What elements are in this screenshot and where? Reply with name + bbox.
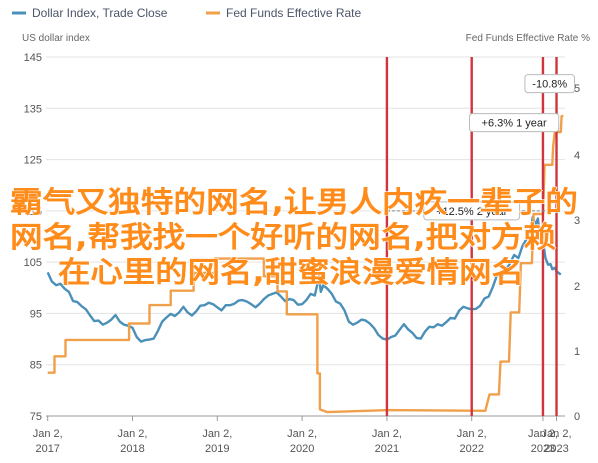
left-tick-label: 85 [30, 360, 42, 372]
x-tick-label-line1: Jan 2, [542, 428, 572, 440]
right-tick-label: 2 [574, 281, 580, 293]
left-axis: 145 135 125 115 105 95 85 75 [24, 52, 42, 423]
left-tick-label: 125 [24, 155, 42, 167]
annotation-box [469, 113, 560, 133]
left-tick-label: 105 [24, 257, 42, 269]
right-tick-label: 5 [574, 83, 580, 95]
x-tick-label-line2: 2020 [290, 443, 314, 455]
annotation-label: +12.5% 2 year [436, 206, 508, 218]
series-layer [46, 114, 564, 414]
right-tick-label: 3 [574, 215, 580, 227]
annotation-label: -10.8% [532, 79, 567, 91]
left-tick-label: 115 [24, 206, 42, 218]
x-tick-label-line1: Jan 2, [118, 428, 148, 440]
annotation-box [524, 74, 576, 94]
x-tick-label-line2: 2019 [205, 443, 229, 455]
left-tick-label: 95 [30, 308, 42, 320]
x-tick-label-line1: Jan 2, [33, 428, 63, 440]
x-tick-label-line2: 2023 [544, 443, 568, 455]
annotation-label: +6.3% 1 year [482, 118, 547, 130]
legend-label-dollar: Dollar Index, Trade Close [32, 6, 168, 20]
x-tick-label-line2: 2023 [531, 443, 555, 455]
right-axis-title: Fed Funds Effective Rate % [466, 33, 590, 44]
annotations: +12.5% 2 year +6.3% 1 year -10.8% [384, 74, 576, 221]
right-tick-label: 4 [574, 150, 580, 162]
x-tick-label-line1: Jan 2, [528, 428, 558, 440]
overlay-line-1: 霸气又独特的网名,让男人内疚一辈子的 [10, 185, 578, 219]
right-tick-label: 1 [574, 346, 580, 358]
overlay-line-2: 网名,帮我找一个好听的网名,把对方赖 [10, 220, 556, 254]
x-axis: Jan 2, 2017 Jan 2, 2018 Jan 2, 2019 Jan 2, 2020… [33, 416, 572, 455]
annotation-dot [384, 208, 390, 214]
overlay-line-3: 在心里的网名,甜蜜浪漫爱情网名 [58, 255, 524, 289]
x-tick-label-line2: 2022 [459, 443, 483, 455]
annotation-box [423, 201, 521, 221]
legend-label-fed: Fed Funds Effective Rate [226, 6, 362, 20]
left-tick-label: 135 [24, 103, 42, 115]
x-tick-label-line2: 2021 [375, 443, 399, 455]
left-tick-label: 145 [24, 52, 42, 64]
legend: Dollar Index, Trade Close Fed Funds Effe… [12, 6, 362, 20]
fed-funds-line [47, 114, 564, 414]
right-axis: 5 4 3 2 1 0 [574, 83, 580, 423]
x-tick-label-line1: Jan 2, [372, 428, 402, 440]
overlay-caption: 霸气又独特的网名,让男人内疚一辈子的 网名,帮我找一个好听的网名,把对方赖 在心… [9, 184, 578, 289]
dollar-index-line [46, 215, 562, 343]
right-tick-label: 0 [574, 411, 580, 423]
x-tick-label-line1: Jan 2, [457, 428, 487, 440]
x-tick-label-line1: Jan 2, [202, 428, 232, 440]
left-axis-title: US dollar index [22, 33, 90, 44]
x-tick-label-line1: Jan 2, [287, 428, 317, 440]
x-tick-label-line2: 2018 [120, 443, 144, 455]
x-tick-label-line2: 2017 [35, 443, 59, 455]
left-tick-label: 75 [30, 411, 42, 423]
annotation-dot [554, 208, 560, 214]
